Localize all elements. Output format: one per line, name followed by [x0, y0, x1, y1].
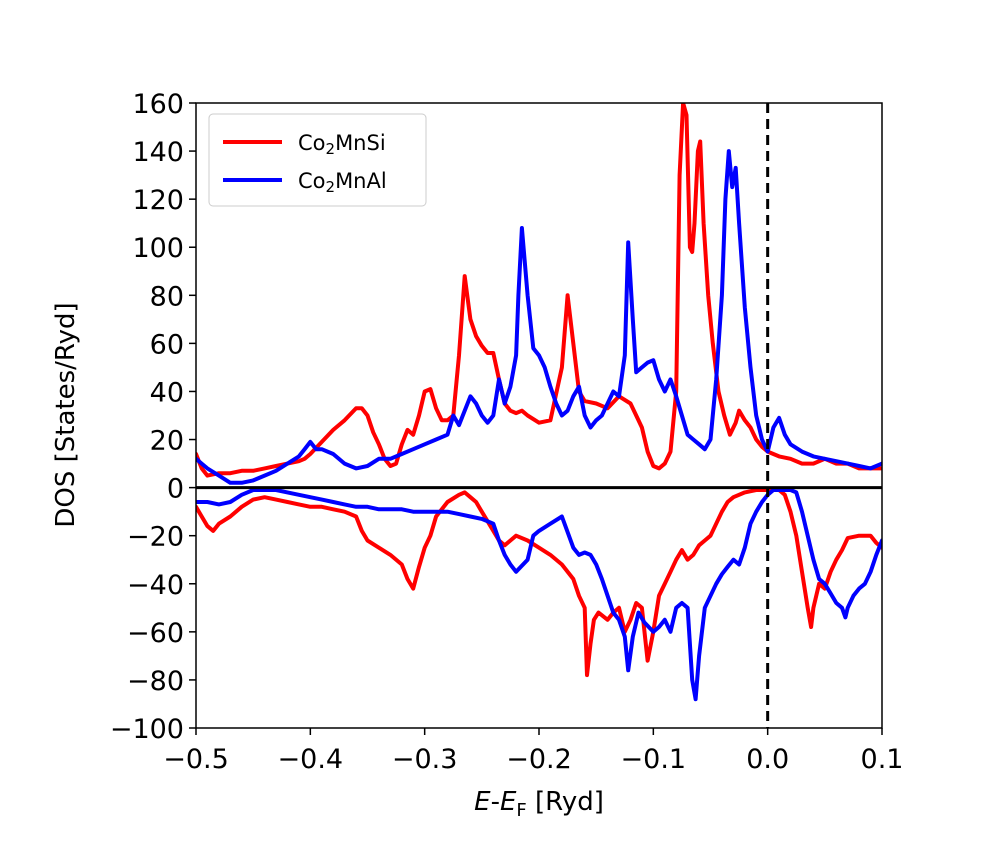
y-axis-ticks: −100 −80 −60 −40 −20 0 20 40 60 80 100 120 140 160 [110, 89, 196, 745]
y-axis-label: DOS [States/Ryd] [51, 302, 81, 527]
y-tick-label: −40 [127, 570, 184, 601]
y-tick-label: 80 [150, 281, 184, 312]
x-axis-label: E-EF [Ryd] [474, 787, 604, 821]
series-co2mnsi-spin-down [196, 488, 882, 678]
legend-co2mnal-rest: MnAl [335, 169, 387, 193]
x-tick-label: −0.3 [392, 744, 458, 775]
legend-box [208, 113, 427, 207]
series-co2mnsi-spin-up [196, 103, 882, 478]
legend-label-co2mnal: Co2MnAl [298, 169, 387, 196]
series-co2mnal-spin-down [196, 488, 882, 702]
reference-lines [196, 103, 882, 728]
y-tick-label: −80 [127, 666, 184, 697]
x-label-sep: - [491, 787, 500, 817]
y-tick-label: 60 [150, 329, 184, 360]
legend-co2mnal-sub: 2 [326, 178, 336, 196]
y-tick-label: 100 [132, 233, 184, 264]
y-tick-label: 0 [167, 474, 184, 505]
x-label-var1: E [474, 787, 491, 817]
x-axis-ticks: −0.5 −0.4 −0.3 −0.2 −0.1 0.0 0.1 [163, 728, 903, 775]
x-tick-label: −0.2 [506, 744, 572, 775]
y-tick-label: −100 [110, 714, 184, 745]
y-tick-label: 20 [150, 426, 184, 457]
legend-co2mnal-base: Co [298, 169, 326, 193]
x-tick-label: −0.5 [163, 744, 229, 775]
legend: Co2MnSi Co2MnAl [208, 113, 427, 207]
legend-label-co2mnsi: Co2MnSi [298, 131, 386, 158]
legend-co2mnsi-sub: 2 [326, 140, 336, 158]
x-label-subscript: F [516, 800, 526, 821]
x-tick-label: 0.1 [861, 744, 904, 775]
x-label-var2: E [500, 787, 517, 817]
y-tick-label: 160 [132, 89, 184, 120]
y-tick-label: −20 [127, 522, 184, 553]
y-tick-label: 40 [150, 377, 184, 408]
y-tick-label: 140 [132, 137, 184, 168]
legend-co2mnsi-base: Co [298, 131, 326, 155]
legend-co2mnsi-rest: MnSi [335, 131, 386, 155]
x-label-unit: [Ryd] [527, 787, 604, 817]
y-tick-label: −60 [127, 618, 184, 649]
x-tick-label: −0.4 [278, 744, 344, 775]
x-tick-label: 0.0 [746, 744, 789, 775]
y-tick-label: 120 [132, 185, 184, 216]
series-co2mnal-spin-up [196, 149, 882, 485]
series-group [196, 103, 882, 702]
x-tick-label: −0.1 [621, 744, 687, 775]
